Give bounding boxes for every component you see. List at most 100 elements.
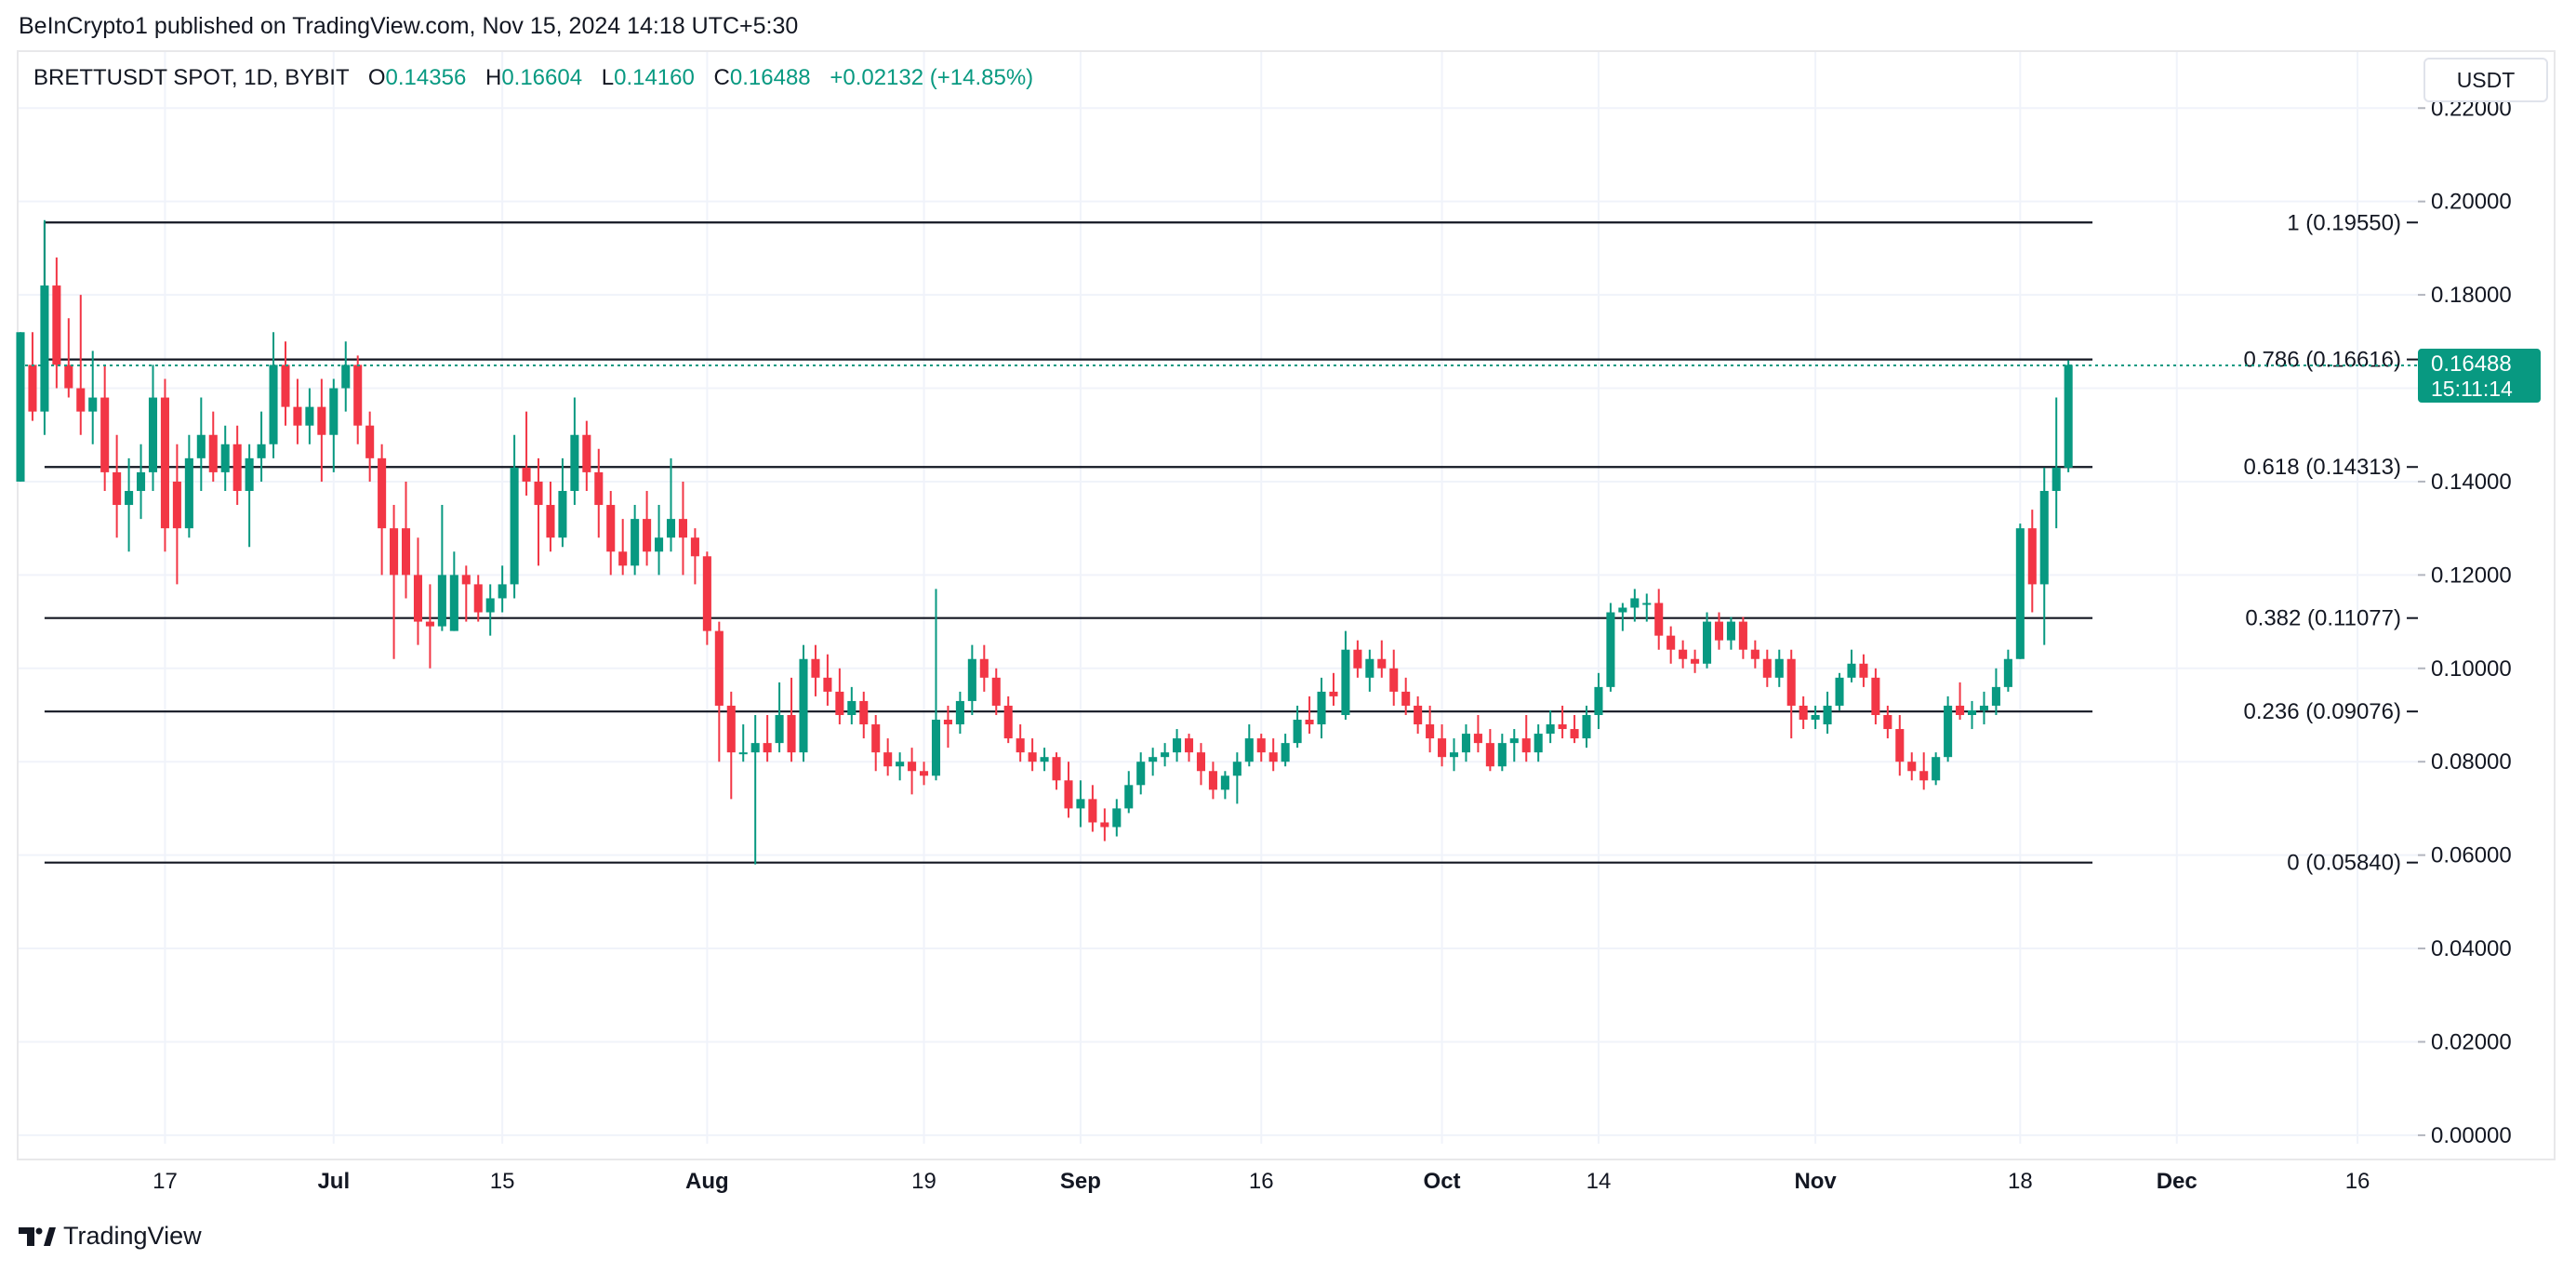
candle: [1341, 630, 1350, 721]
candle-body: [606, 505, 616, 552]
candle: [1509, 729, 1519, 762]
candle: [1377, 640, 1387, 678]
candle: [1329, 672, 1338, 706]
candle-body: [1149, 757, 1158, 762]
candle-body: [2003, 658, 2012, 687]
candle-body: [967, 658, 976, 701]
time-axis-label: Dec: [2157, 1169, 2198, 1194]
candle: [943, 705, 952, 749]
candle: [1353, 640, 1362, 678]
candle: [1726, 616, 1735, 650]
candle: [1426, 705, 1435, 753]
candle: [1076, 780, 1085, 828]
candle: [2039, 467, 2049, 645]
open-value: 0.14356: [385, 65, 467, 90]
candle-body: [702, 556, 711, 631]
candle: [473, 575, 483, 622]
tradingview-brand[interactable]: TradingView: [19, 1222, 202, 1251]
candle-body: [232, 444, 242, 491]
candle: [1040, 748, 1049, 772]
candle-body: [1606, 612, 1615, 687]
candle-body: [64, 364, 73, 389]
price-axis-label: 0.10000: [2431, 656, 2512, 682]
candle-body: [1823, 705, 1832, 725]
candle: [449, 551, 458, 631]
candle-body: [1232, 762, 1242, 776]
candle: [678, 481, 687, 576]
candle: [1594, 672, 1603, 730]
candle: [1956, 682, 1965, 721]
candle-body: [979, 658, 989, 678]
candle-body: [510, 467, 519, 585]
time-axis-label: 15: [490, 1169, 515, 1194]
candle: [1028, 738, 1037, 772]
candle: [16, 332, 25, 482]
candle-body: [1003, 705, 1013, 739]
candle-body: [40, 285, 49, 412]
candle: [606, 490, 616, 576]
candle: [594, 448, 604, 538]
candle-body: [1100, 822, 1109, 828]
fibonacci-retracement[interactable]: 1 (0.19550) 0.786 (0.16616) 0.618 (0.14313…: [43, 210, 2418, 876]
candles: [16, 219, 2073, 865]
symbol-name[interactable]: BRETTUSDT SPOT, 1D, BYBIT: [33, 65, 350, 90]
candle-body: [1365, 658, 1374, 678]
fib-level-label: 1 (0.19550): [2287, 210, 2401, 235]
open-label: O: [367, 65, 386, 90]
candle-body: [1726, 621, 1735, 641]
candle: [1016, 724, 1025, 762]
candle: [425, 584, 434, 669]
candle: [317, 378, 326, 482]
candle: [666, 457, 676, 552]
candle-body: [16, 332, 25, 482]
candle-body: [618, 551, 628, 566]
candle: [1847, 649, 1856, 682]
candle-body: [413, 575, 423, 622]
currency-button[interactable]: USDT: [2423, 58, 2548, 102]
candle: [1714, 612, 1724, 650]
candle-body: [390, 528, 399, 576]
candle-body: [1642, 603, 1652, 605]
candle: [775, 682, 784, 753]
candle-body: [1835, 677, 1844, 706]
candle-body: [1883, 714, 1892, 730]
candle: [137, 444, 146, 520]
price-axis[interactable]: 0.00000 0.02000 0.04000 0.06000 0.08000 0.100…: [2418, 96, 2512, 1148]
low-value: 0.14160: [614, 65, 695, 90]
candle: [835, 668, 844, 725]
candle-body: [1859, 663, 1868, 678]
candle: [353, 355, 363, 444]
candle: [1244, 724, 1254, 767]
candle-body: [329, 388, 339, 435]
candle: [1883, 705, 1892, 739]
candle: [1799, 696, 1808, 730]
candle-body: [1040, 757, 1049, 762]
candle-body: [750, 743, 760, 753]
candle: [631, 505, 640, 576]
candle: [125, 457, 134, 552]
candle-body: [896, 762, 905, 767]
candle: [1232, 752, 1242, 804]
candle-body: [582, 434, 591, 472]
candle-body: [1618, 607, 1627, 613]
candle-body: [594, 471, 604, 506]
candle-body: [1173, 738, 1182, 753]
candle: [522, 411, 531, 497]
time-axis[interactable]: 17 Jul 15 Aug 19 Sep 16 Oct 14 Nov 18 Dec 16: [153, 1169, 2370, 1194]
time-axis-label: Jul: [317, 1169, 350, 1194]
candle-body: [1944, 705, 1953, 758]
candle: [1100, 808, 1109, 841]
candle: [811, 644, 820, 696]
candle: [510, 434, 519, 599]
candle: [1895, 714, 1905, 776]
candle: [2064, 360, 2073, 472]
candle-body: [775, 714, 784, 744]
candle-body: [1461, 734, 1470, 753]
candle: [1811, 705, 1820, 730]
candle: [365, 411, 375, 482]
candle: [799, 644, 808, 762]
candle-body: [859, 700, 869, 725]
candle-body: [1582, 714, 1591, 739]
candle: [1871, 668, 1880, 725]
